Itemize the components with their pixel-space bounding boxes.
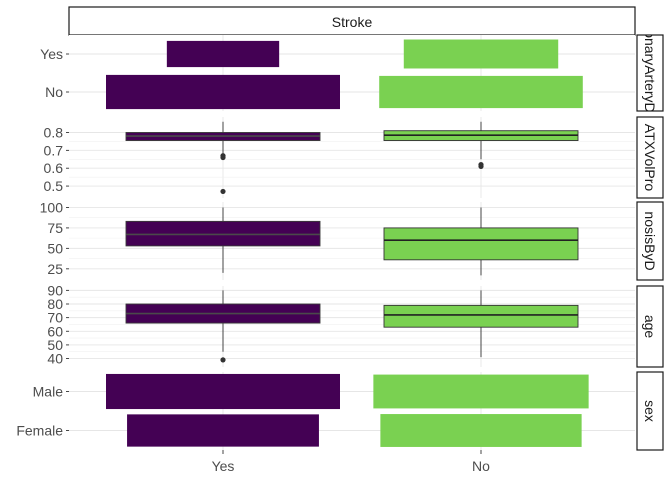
y-tick-label: Yes xyxy=(40,46,63,62)
y-tick-label: 40 xyxy=(47,351,63,367)
bar-no-male xyxy=(373,374,589,409)
y-tick-label: 70 xyxy=(47,310,63,326)
bar-no-yes xyxy=(403,39,559,69)
bar-yes-yes xyxy=(166,40,280,68)
strip-label: onaryArteryDi xyxy=(642,30,658,116)
x-tick-label-no: No xyxy=(472,458,490,474)
strip-label-group: sex xyxy=(642,400,658,422)
box-iqr-no xyxy=(383,304,579,328)
y-tick-label: 0.7 xyxy=(44,142,64,158)
y-tick-label: 75 xyxy=(47,220,63,236)
strip-box xyxy=(636,116,664,199)
y-tick-label: 50 xyxy=(47,337,63,353)
strip-box xyxy=(636,201,664,281)
y-tick-label: 60 xyxy=(47,323,63,339)
strip-box xyxy=(636,371,664,451)
panel-sex: Female Male sex xyxy=(16,371,664,451)
x-axis: Yes No xyxy=(212,450,490,474)
box-iqr-no xyxy=(383,227,579,261)
strip-label-group: nosisByD xyxy=(642,211,658,270)
box-iqr-yes xyxy=(125,220,321,247)
top-strip-box xyxy=(68,6,636,36)
box-outlier xyxy=(220,357,226,363)
bar-yes-female xyxy=(127,414,319,447)
strip-label: sex xyxy=(642,400,658,422)
y-tick-label: 100 xyxy=(40,199,64,215)
panel-CoronaryArteryDisease: No Yes onaryArteryDi xyxy=(40,30,664,116)
bar-yes-no xyxy=(106,74,340,110)
panel-DiagnosisByDoctor: 25 50 75 100 nosisByD xyxy=(40,199,664,281)
top-strip-label: Stroke xyxy=(332,14,373,30)
strip-box xyxy=(636,34,664,112)
strip-label: nosisByD xyxy=(642,211,658,270)
bar-no-no xyxy=(379,75,583,109)
y-tick-label: Female xyxy=(16,423,63,439)
box-outlier xyxy=(220,154,226,161)
bar-no-female xyxy=(380,414,582,447)
y-tick-label: 80 xyxy=(47,296,63,312)
y-tick-label: 0.6 xyxy=(44,160,64,176)
x-tick-label-yes: Yes xyxy=(212,458,235,474)
box-outlier xyxy=(478,163,484,170)
y-tick-label: Male xyxy=(33,384,64,400)
strip-label-group: ATXVolPro xyxy=(642,124,658,192)
bar-yes-male xyxy=(106,373,340,410)
strip-label: ATXVolPro xyxy=(642,124,658,192)
y-tick-label: 25 xyxy=(47,261,63,277)
box-outlier xyxy=(220,188,226,195)
strip-label: age xyxy=(642,315,658,339)
y-tick-label: 50 xyxy=(47,240,63,256)
panel-MRI_TOFMRA_LEFT_ATXVolProp: 0.5 0.6 0.70.8 ATXVolPro xyxy=(44,116,664,199)
strip-box xyxy=(636,285,664,368)
y-tick-label: No xyxy=(45,84,63,100)
strip-label-group: age xyxy=(642,315,658,339)
y-tick-label: 90 xyxy=(47,282,63,298)
strip-label-group: onaryArteryDi xyxy=(642,30,658,116)
y-tick-label: 0.8 xyxy=(44,125,64,141)
top-strip: Stroke xyxy=(68,6,636,36)
y-tick-label: 0.5 xyxy=(44,178,64,194)
